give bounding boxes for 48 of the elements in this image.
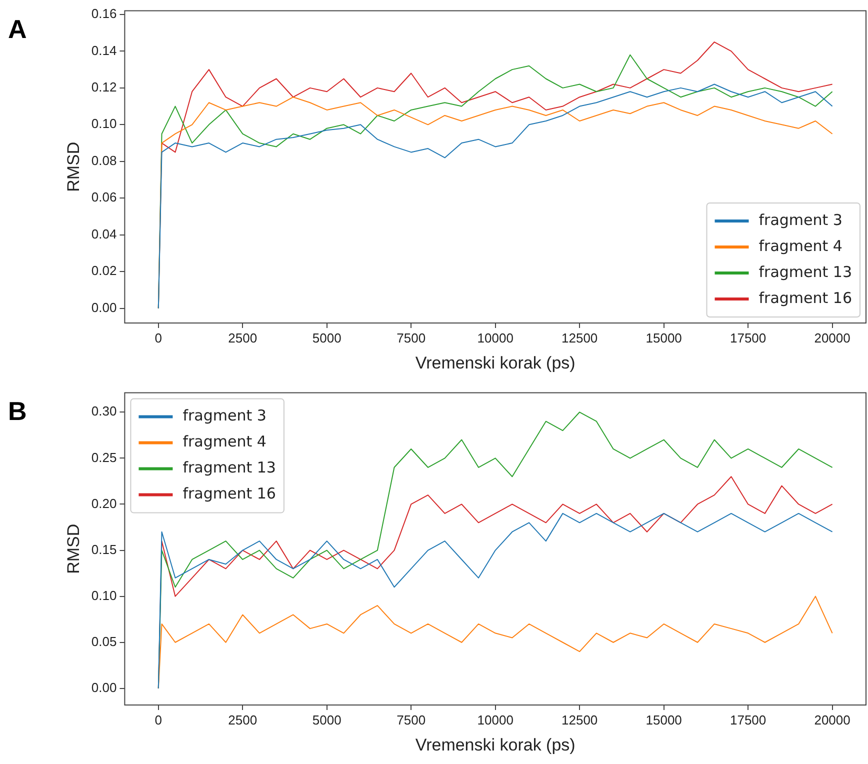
x-axis-title: Vremenski korak (ps) bbox=[415, 353, 576, 372]
legend-label: fragment 16 bbox=[758, 288, 852, 307]
x-tick-label: 2500 bbox=[228, 330, 258, 346]
y-tick-label: 0.00 bbox=[91, 680, 117, 695]
x-tick-label: 0 bbox=[154, 330, 162, 346]
y-axis-title: RMSD bbox=[64, 524, 83, 574]
y-tick-label: 0.30 bbox=[91, 404, 117, 419]
y-tick-label: 0.02 bbox=[91, 263, 117, 278]
x-tick-label: 5000 bbox=[312, 712, 342, 728]
legend-label: fragment 16 bbox=[182, 484, 276, 503]
x-tick-label: 7500 bbox=[396, 712, 426, 728]
x-tick-label: 7500 bbox=[396, 330, 426, 346]
y-tick-label: 0.25 bbox=[91, 450, 117, 465]
y-tick-label: 0.14 bbox=[91, 42, 117, 58]
x-tick-label: 10000 bbox=[477, 712, 514, 728]
legend-label: fragment 13 bbox=[182, 458, 276, 477]
x-tick-label: 5000 bbox=[312, 330, 342, 346]
x-tick-label: 12500 bbox=[562, 330, 598, 346]
x-tick-label: 20000 bbox=[814, 330, 850, 346]
y-tick-label: 0.06 bbox=[91, 190, 117, 205]
y-tick-label: 0.08 bbox=[91, 152, 117, 168]
legend-label: fragment 4 bbox=[758, 236, 842, 255]
chart-title: B bbox=[8, 396, 27, 427]
y-tick-label: 0.20 bbox=[91, 496, 117, 511]
x-tick-label: 15000 bbox=[646, 712, 682, 728]
y-tick-label: 0.16 bbox=[91, 6, 117, 22]
x-tick-label: 17500 bbox=[730, 330, 766, 346]
x-tick-label: 0 bbox=[154, 712, 162, 728]
y-tick-label: 0.05 bbox=[91, 634, 117, 649]
x-tick-label: 17500 bbox=[730, 712, 766, 728]
x-tick-label: 20000 bbox=[814, 712, 850, 728]
y-tick-label: 0.10 bbox=[91, 588, 117, 603]
y-tick-label: 0.12 bbox=[91, 80, 117, 95]
chart-title: A bbox=[8, 14, 27, 45]
y-tick-label: 0.10 bbox=[91, 116, 117, 132]
y-tick-label: 0.00 bbox=[91, 300, 117, 315]
x-axis-title: Vremenski korak (ps) bbox=[415, 735, 576, 754]
legend-label: fragment 3 bbox=[182, 406, 266, 425]
x-tick-label: 12500 bbox=[562, 712, 598, 728]
x-tick-label: 15000 bbox=[646, 330, 682, 346]
x-tick-label: 2500 bbox=[228, 712, 258, 728]
y-axis-title: RMSD bbox=[64, 142, 83, 192]
legend-label: fragment 3 bbox=[758, 210, 842, 229]
legend-label: fragment 4 bbox=[182, 432, 266, 451]
y-tick-label: 0.04 bbox=[91, 226, 117, 242]
x-tick-label: 10000 bbox=[477, 330, 514, 346]
y-tick-label: 0.15 bbox=[91, 542, 117, 557]
legend-label: fragment 13 bbox=[758, 262, 852, 281]
